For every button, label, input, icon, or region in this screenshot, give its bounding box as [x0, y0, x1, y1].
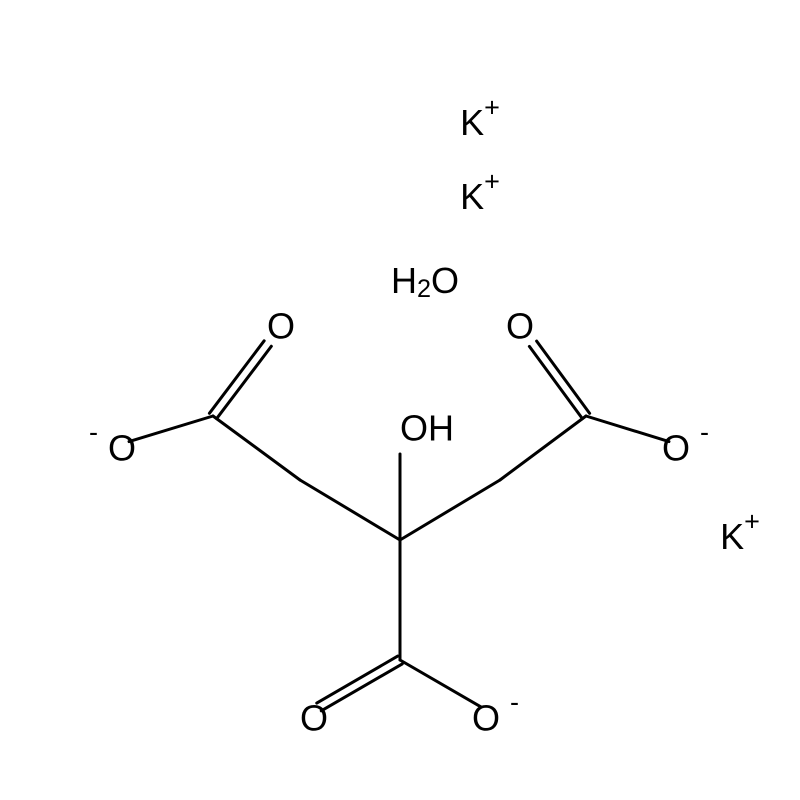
free-label-3: K+: [720, 507, 760, 557]
bond-double: [217, 346, 272, 418]
bond-double: [537, 341, 590, 413]
atom-o_right_neg: O: [662, 428, 690, 469]
bond-single: [213, 416, 300, 480]
bonds-layer: [129, 341, 669, 711]
atom-o_left_dbl: O: [267, 306, 295, 347]
atom-o_left_neg: O: [108, 428, 136, 469]
atom-o_bottom_neg: O: [472, 698, 500, 739]
atom-o_bottom_dbl: O: [300, 698, 328, 739]
charge-o_left_neg: -: [89, 417, 98, 447]
bond-double: [317, 656, 398, 703]
atom-o_right_dbl: O: [506, 306, 534, 347]
bond-single: [400, 660, 481, 707]
chemical-structure-diagram: OO-OO-OO-OHK+K+H2OK+: [0, 0, 800, 800]
free-label-1: K+: [460, 167, 500, 217]
charge-o_right_neg: -: [700, 417, 709, 447]
labels-layer: OO-OO-OO-OHK+K+H2OK+: [89, 93, 760, 739]
charge-o_bottom_neg: -: [510, 687, 519, 717]
bond-single: [129, 416, 213, 442]
bond-single: [300, 480, 400, 540]
atom-oh: OH: [400, 408, 454, 449]
bond-single: [586, 416, 669, 442]
bond-single: [500, 416, 586, 480]
free-label-2: H2O: [391, 260, 459, 304]
bond-double: [529, 346, 582, 418]
bond-double: [209, 341, 264, 413]
free-label-0: K+: [460, 93, 500, 143]
bond-single: [400, 480, 500, 540]
bond-double: [321, 664, 402, 711]
